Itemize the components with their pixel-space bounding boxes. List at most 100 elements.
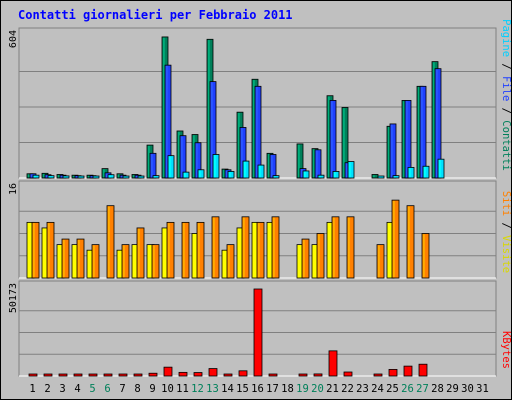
bar-visite-day-6 bbox=[106, 205, 115, 279]
bar-visite-day-8 bbox=[136, 227, 145, 279]
x-label-day-30: 30 bbox=[461, 383, 474, 395]
bar-kbytes-day-14 bbox=[223, 373, 233, 377]
bar-shine bbox=[57, 175, 60, 178]
bar-shine bbox=[237, 228, 240, 278]
bar-kbytes-day-26 bbox=[403, 365, 413, 377]
bar-shine bbox=[147, 245, 150, 278]
bar-shine bbox=[180, 136, 183, 178]
bar-shine bbox=[122, 245, 125, 278]
bar-shine bbox=[195, 143, 198, 178]
bar-shine bbox=[63, 176, 66, 178]
bar-visite-day-7 bbox=[121, 244, 130, 279]
x-label-day-23: 23 bbox=[356, 383, 369, 395]
x-label-day-26: 26 bbox=[401, 383, 414, 395]
bar-pagine-day-3 bbox=[62, 175, 70, 179]
x-label-day-10: 10 bbox=[161, 383, 174, 395]
bar-pagine-day-26 bbox=[407, 167, 415, 179]
bar-pagine-day-22 bbox=[347, 161, 355, 179]
bar-visite-day-26 bbox=[406, 205, 415, 279]
x-axis-labels: 1 2 3 4 5 6 7 8 9 10 11 12 13 14 15 16 17 18 19 20 21 22 23 24 2… bbox=[29, 383, 488, 395]
bar-visite-day-10 bbox=[166, 221, 175, 279]
bar-visite-day-12 bbox=[196, 221, 205, 279]
bar-shine bbox=[165, 65, 168, 178]
bar-shine bbox=[105, 173, 108, 178]
bar-shine bbox=[152, 245, 155, 278]
bar-kbytes-day-21 bbox=[328, 350, 338, 377]
bar-kbytes-day-5 bbox=[88, 373, 98, 377]
bar-pagine-day-21 bbox=[332, 171, 340, 179]
bar-shine bbox=[402, 101, 405, 178]
x-label-day-15: 15 bbox=[236, 383, 249, 395]
bar-shine bbox=[75, 176, 78, 178]
bar-visite-day-11 bbox=[181, 221, 190, 279]
bar-pagine-day-12 bbox=[197, 169, 205, 179]
bar-shine bbox=[330, 101, 333, 178]
x-label-day-18: 18 bbox=[281, 383, 294, 395]
bar-shine bbox=[242, 217, 245, 278]
x-label-day-11: 11 bbox=[176, 383, 189, 395]
x-label-day-24: 24 bbox=[371, 383, 384, 395]
bar-pagine-day-19 bbox=[302, 170, 310, 179]
bar-shine bbox=[407, 206, 410, 278]
bar-kbytes-day-24 bbox=[373, 373, 383, 377]
bar-shine bbox=[327, 223, 330, 278]
bar-shine bbox=[267, 223, 270, 278]
bar-visite-day-2 bbox=[46, 221, 55, 279]
bar-shine bbox=[90, 176, 93, 178]
x-label-day-9: 9 bbox=[149, 383, 155, 395]
bar-shine bbox=[419, 365, 422, 376]
bar-shine bbox=[254, 289, 257, 376]
bar-visite-day-21 bbox=[331, 216, 340, 279]
bar-visite-day-13 bbox=[211, 216, 220, 279]
bar-shine bbox=[72, 245, 75, 278]
bar-pagine-day-15 bbox=[242, 160, 250, 179]
bar-visite-day-16 bbox=[256, 221, 265, 279]
bar-visite-day-22 bbox=[346, 216, 355, 279]
x-label-day-3: 3 bbox=[59, 383, 65, 395]
bar-shine bbox=[183, 172, 186, 178]
bar-shine bbox=[192, 234, 195, 278]
bar-kbytes-day-20 bbox=[313, 373, 323, 377]
bar-shine bbox=[48, 176, 51, 178]
y-max-label: 16 bbox=[8, 183, 19, 195]
bar-shine bbox=[60, 175, 63, 178]
bar-shine bbox=[255, 87, 258, 178]
bar-shine bbox=[57, 245, 60, 278]
bar-shine bbox=[197, 223, 200, 278]
bar-kbytes-day-2 bbox=[43, 373, 53, 377]
legend-entry: Contatti bbox=[500, 120, 512, 171]
bar-visite-day-19 bbox=[301, 238, 310, 279]
bar-pagine-day-11 bbox=[182, 171, 190, 179]
bar-shine bbox=[258, 165, 261, 178]
bar-shine bbox=[222, 169, 225, 178]
bar-shine bbox=[167, 223, 170, 278]
bar-pagine-day-25 bbox=[392, 175, 400, 179]
bar-visite-day-4 bbox=[76, 238, 85, 279]
bar-shine bbox=[393, 176, 396, 178]
bar-shine bbox=[345, 163, 348, 178]
bar-shine bbox=[194, 373, 197, 376]
bar-shine bbox=[297, 144, 300, 178]
bar-shine bbox=[117, 174, 120, 178]
y-max-label: 604 bbox=[8, 30, 19, 48]
legends: Pagine / File / Contatti Siti / Visite KBy… bbox=[500, 19, 512, 369]
bar-visite-day-24 bbox=[376, 244, 385, 279]
bar-pagine-day-14 bbox=[227, 171, 235, 179]
x-label-day-20: 20 bbox=[311, 383, 324, 395]
bar-kbytes-day-17 bbox=[268, 373, 278, 377]
bar-shine bbox=[297, 245, 300, 278]
x-label-day-21: 21 bbox=[326, 383, 339, 395]
bar-shine bbox=[390, 124, 393, 178]
bar-shine bbox=[240, 128, 243, 178]
bar-pagine-day-13 bbox=[212, 154, 220, 179]
bar-shine bbox=[33, 175, 36, 178]
x-label-day-17: 17 bbox=[266, 383, 279, 395]
bar-shine bbox=[257, 223, 260, 278]
bar-shine bbox=[342, 108, 345, 178]
x-label-day-22: 22 bbox=[341, 383, 354, 395]
bar-visite-day-20 bbox=[316, 233, 325, 279]
legend-entry: File bbox=[500, 76, 512, 101]
bar-pagine-day-4 bbox=[77, 175, 85, 179]
bar-shine bbox=[212, 217, 215, 278]
